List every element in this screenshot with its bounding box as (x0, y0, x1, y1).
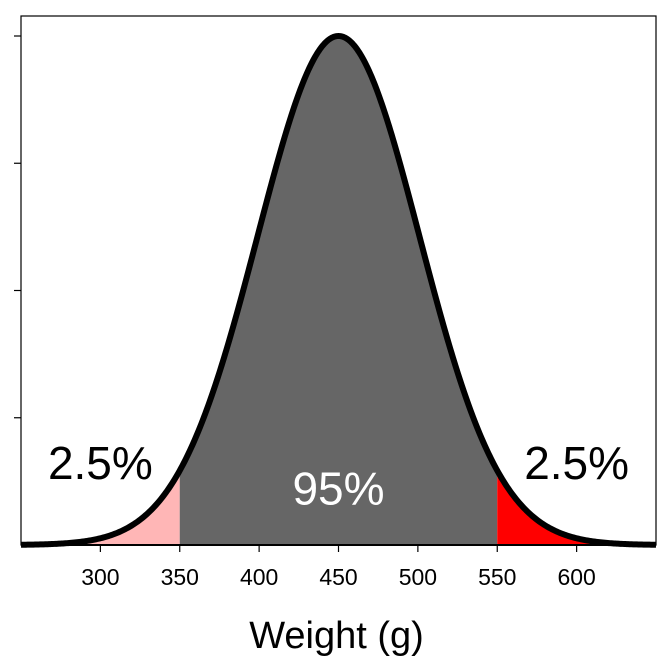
x-tick-label-600: 600 (557, 564, 595, 590)
x-tick-label-400: 400 (240, 564, 278, 590)
x-axis-title: Weight (g) (249, 615, 424, 657)
region-1 (179, 36, 498, 545)
annotation-1: 95% (292, 462, 384, 514)
x-tick-label-350: 350 (161, 564, 199, 590)
region-2 (497, 470, 656, 545)
shaded-regions (21, 36, 656, 545)
x-tick-label-450: 450 (319, 564, 357, 590)
y-axis (14, 35, 21, 419)
density-curve (19, 33, 658, 548)
annotation-2: 2.5% (524, 437, 629, 489)
x-tick-label-500: 500 (399, 564, 437, 590)
annotations: 2.5% 95% 2.5% (48, 437, 629, 514)
annotation-0: 2.5% (48, 437, 153, 489)
region-0 (21, 470, 180, 545)
x-axis: 300 350 400 450 500 550 600 (81, 545, 596, 590)
x-tick-label-550: 550 (478, 564, 516, 590)
x-tick-label-300: 300 (81, 564, 119, 590)
